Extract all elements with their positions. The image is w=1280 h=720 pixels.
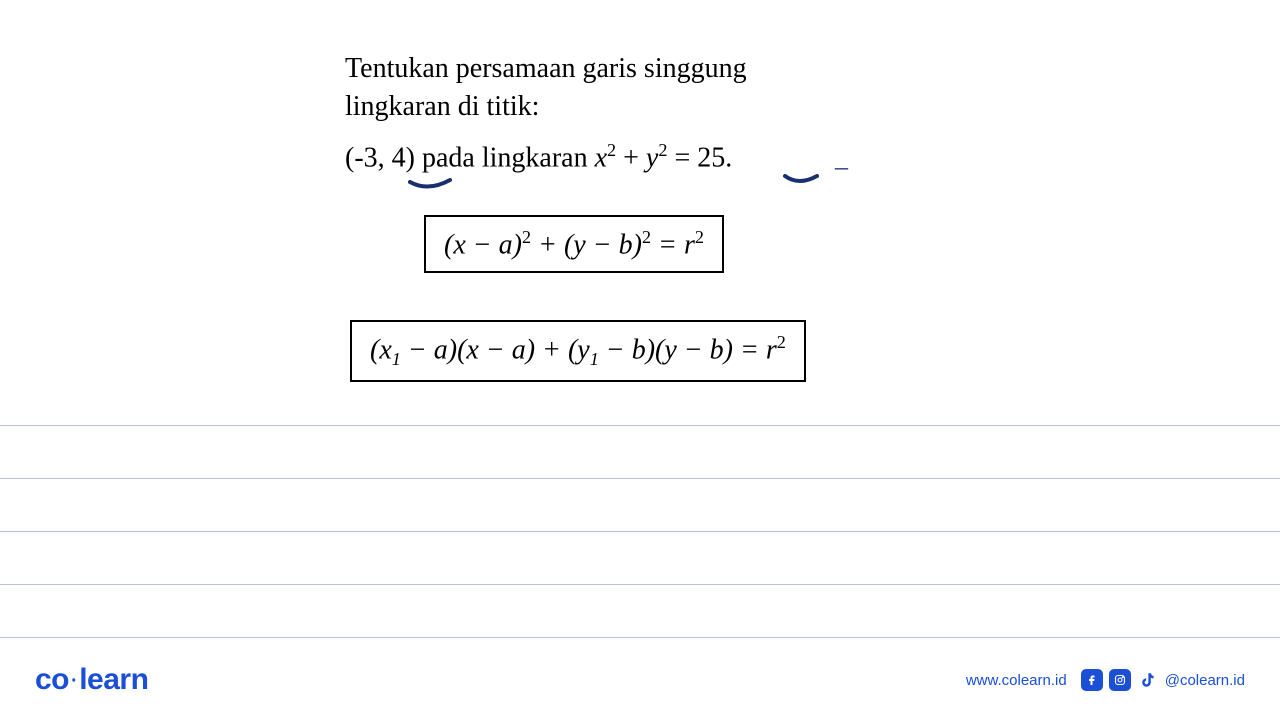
f2-s1: 1	[392, 349, 401, 369]
website-link[interactable]: www.colearn.id	[966, 672, 1067, 689]
logo-co: co	[35, 663, 69, 696]
point: (-3, 4)	[345, 142, 415, 173]
ruled-line	[0, 637, 1280, 638]
f1-p1: (x − a)	[444, 229, 522, 260]
eq-y: y	[646, 142, 658, 173]
eq-x-exp: 2	[607, 140, 616, 160]
logo-learn: learn	[79, 663, 148, 696]
eq-x: x	[595, 142, 607, 173]
f1-p2: + (y − b)	[531, 229, 642, 260]
underline-mark-1	[408, 178, 452, 194]
social-icons: @colearn.id	[1081, 669, 1245, 691]
underline-mark-2	[783, 173, 819, 189]
social-handle: @colearn.id	[1165, 672, 1245, 689]
f2-e: 2	[777, 332, 786, 352]
eq-rhs: = 25.	[667, 142, 732, 173]
f1-e2: 2	[642, 227, 651, 247]
tangent-line-formula: (x1 − a)(x − a) + (y1 − b)(y − b) = r2	[350, 320, 806, 382]
tiktok-icon[interactable]	[1137, 669, 1159, 691]
eq-plus: +	[616, 142, 646, 173]
f1-e3: 2	[695, 227, 704, 247]
f2-p2: − a)(x − a) + (y	[401, 334, 590, 365]
question-block: Tentukan persamaan garis singgung lingka…	[345, 50, 1045, 126]
f1-e1: 2	[522, 227, 531, 247]
question-line-1: Tentukan persamaan garis singgung	[345, 50, 1045, 88]
ruled-line	[0, 425, 1280, 426]
facebook-icon[interactable]	[1081, 669, 1103, 691]
pada-text: pada lingkaran	[415, 142, 595, 173]
question-line-2: lingkaran di titik:	[345, 88, 1045, 126]
f2-p1: (x	[370, 334, 392, 365]
ruled-line	[0, 478, 1280, 479]
logo: co·learn	[35, 663, 148, 697]
footer-right: www.colearn.id @colearn.id	[966, 669, 1245, 691]
instagram-icon[interactable]	[1109, 669, 1131, 691]
f2-p3: − b)(y − b) = r	[599, 334, 777, 365]
f1-p3: = r	[651, 229, 695, 260]
problem-statement: (-3, 4) pada lingkaran x2 + y2 = 25.	[345, 140, 732, 174]
f2-s2: 1	[590, 349, 599, 369]
ruled-line	[0, 531, 1280, 532]
circle-equation-formula: (x − a)2 + (y − b)2 = r2	[424, 215, 724, 273]
logo-dot: ·	[71, 670, 77, 692]
dash-annotation: –	[835, 152, 848, 182]
ruled-line	[0, 584, 1280, 585]
footer: co·learn www.colearn.id @colearn.id	[0, 660, 1280, 700]
